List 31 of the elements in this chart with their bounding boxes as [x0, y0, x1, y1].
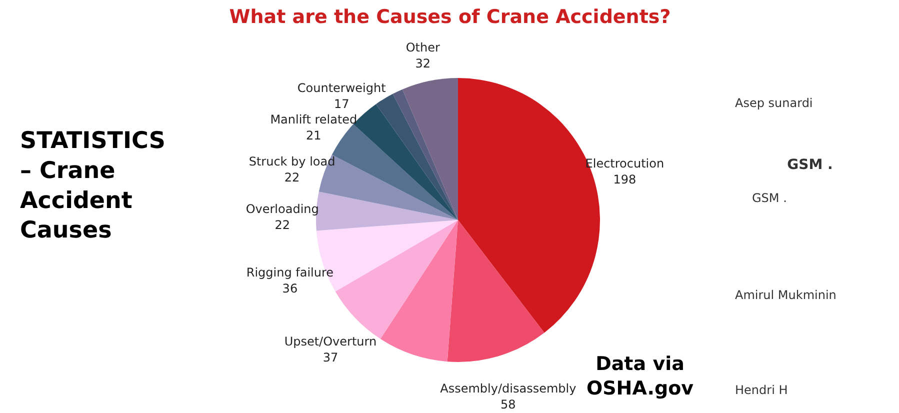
data-label: 22	[284, 170, 300, 184]
slice-label: Upset/Overturn	[284, 334, 377, 348]
text: GSM .	[787, 157, 833, 173]
pie-slice	[316, 192, 458, 231]
text: Amirul Mukminin	[735, 288, 836, 302]
slice-label: Struck by load	[248, 154, 336, 168]
pie-slice	[376, 94, 458, 220]
pie-slice	[380, 220, 458, 362]
slice-label: Other	[406, 40, 440, 55]
data-label: 36	[282, 281, 298, 296]
chart-title: What are the Causes of Crane Accidents?	[229, 6, 671, 28]
text: Asep sunardi	[735, 96, 813, 110]
data-label: 22	[274, 218, 290, 232]
data-label: 21	[306, 128, 322, 142]
data-label: 37	[322, 350, 338, 364]
slice-label: Overloading	[246, 202, 319, 216]
slice-label: Assembly/disassembly	[440, 382, 576, 396]
text: Hendri H	[735, 383, 788, 397]
pie-slice	[392, 89, 458, 220]
data-label: 198	[613, 172, 636, 187]
text: STATISTICS – Crane Accident Causes	[20, 128, 166, 244]
slice-label: Rigging failure	[246, 265, 334, 280]
pie-slice	[402, 78, 458, 220]
data-label: 32	[415, 56, 430, 71]
text: Data via OSHA.gov	[586, 353, 694, 400]
pie-slice	[447, 220, 544, 362]
slice-label: Counterweight	[297, 80, 386, 95]
data-label: 58	[500, 398, 516, 412]
data-label: 17	[334, 96, 350, 111]
slice-label: Manlift related	[270, 112, 358, 126]
text: GSM .	[752, 191, 787, 205]
